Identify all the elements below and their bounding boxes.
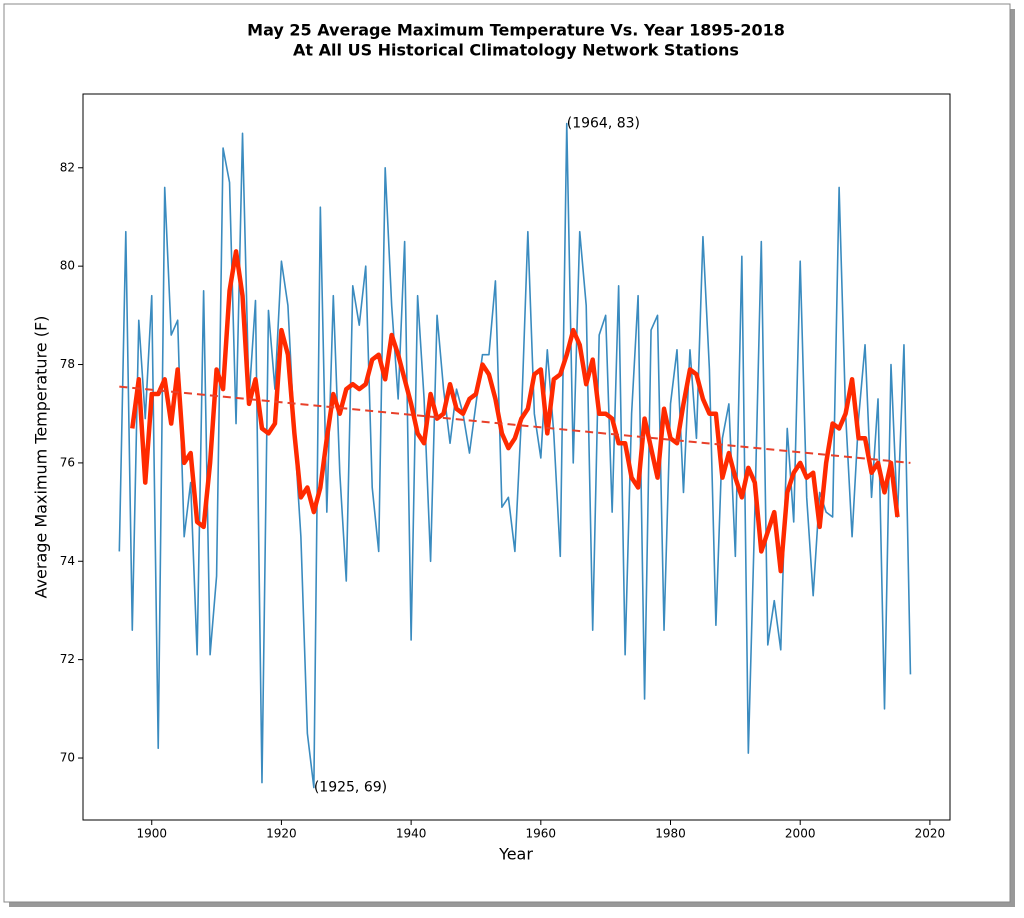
x-tick-label: 1900	[136, 827, 167, 841]
y-axis-label: Average Maximum Temperature (F)	[32, 316, 51, 599]
x-tick-label: 2020	[915, 827, 946, 841]
y-tick-label: 78	[60, 357, 75, 371]
y-tick-label: 72	[60, 652, 75, 666]
annotation: (1925, 69)	[314, 780, 387, 796]
x-tick-label: 1960	[526, 827, 557, 841]
x-tick-label: 1940	[396, 827, 427, 841]
y-tick-label: 82	[60, 160, 75, 174]
x-tick-label: 2000	[785, 827, 816, 841]
plot-area	[82, 93, 951, 821]
y-tick-label: 76	[60, 455, 75, 469]
series-line	[119, 385, 911, 464]
y-tick-label: 74	[60, 554, 75, 568]
series-line	[118, 122, 912, 789]
annotation: (1964, 83)	[567, 116, 640, 132]
chart-title: May 25 Average Maximum Temperature Vs. Y…	[247, 21, 785, 40]
frame	[3, 3, 1011, 903]
y-tick-label: 80	[60, 259, 75, 273]
series-line	[130, 249, 900, 574]
y-tick-label: 70	[60, 751, 75, 765]
chart-subtitle: At All US Historical Climatology Network…	[293, 41, 739, 60]
x-tick-label: 1920	[266, 827, 297, 841]
x-tick-label: 1980	[655, 827, 686, 841]
x-axis-label: Year	[498, 845, 533, 864]
